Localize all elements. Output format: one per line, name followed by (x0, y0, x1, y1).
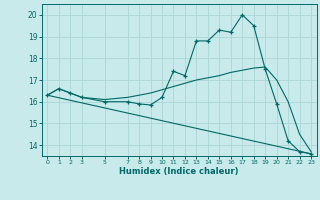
X-axis label: Humidex (Indice chaleur): Humidex (Indice chaleur) (119, 167, 239, 176)
